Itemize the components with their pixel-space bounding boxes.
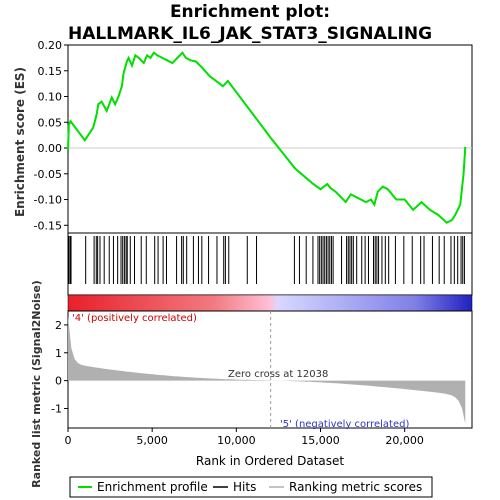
metric-y-axis: 2 1 0 -1 <box>51 319 68 416</box>
metric-y-tick-label: 0 <box>55 375 62 388</box>
metric-y-tick-label: 1 <box>55 347 62 360</box>
es-y-axis: 0.20 0.15 0.10 0.05 0.00 -0.05 -0.10 -0.15 <box>34 39 68 232</box>
zero-cross-label: Zero cross at 12038 <box>228 369 328 380</box>
metric-panel-frame <box>67 310 473 429</box>
legend-profile-label: Enrichment profile <box>97 480 208 494</box>
es-y-tick-label: 0.20 <box>38 39 63 52</box>
es-y-tick-label: 0.00 <box>38 142 63 155</box>
x-tick-label: 5,000 <box>136 434 168 447</box>
enrichment-profile-line <box>67 51 467 224</box>
chart-title-line1: Enrichment plot: <box>170 2 330 22</box>
x-tick-label: 15,000 <box>301 434 340 447</box>
x-tick-label: 10,000 <box>217 434 256 447</box>
x-axis-label: Rank in Ordered Dataset <box>196 454 344 468</box>
es-y-tick-label: 0.10 <box>38 91 63 104</box>
hits-markers <box>68 236 465 284</box>
es-y-tick-label: -0.15 <box>34 219 62 232</box>
x-tick-label: 20,000 <box>385 434 424 447</box>
legend-hits-label: Hits <box>233 480 256 494</box>
hits-panel-frame <box>67 232 473 296</box>
metric-y-axis-label: Ranked list metric (Signal2Noise) <box>30 280 43 488</box>
x-axis: 0 5,000 10,000 15,000 20,000 <box>65 428 424 447</box>
negative-label: '5' (negatively correlated) <box>280 419 409 430</box>
es-y-tick-label: 0.05 <box>38 116 63 129</box>
es-y-tick-label: 0.15 <box>38 65 63 78</box>
es-y-tick-label: -0.10 <box>34 194 62 207</box>
chart-title-line2: HALLMARK_IL6_JAK_STAT3_SIGNALING <box>68 24 432 44</box>
positive-label: '4' (positively correlated) <box>72 313 197 324</box>
es-panel-frame <box>67 44 473 234</box>
legend-metric-label: Ranking metric scores <box>289 480 422 494</box>
es-y-tick-label: -0.05 <box>34 168 62 181</box>
legend-box <box>69 476 433 498</box>
metric-y-tick-label: 2 <box>55 319 62 332</box>
metric-y-tick-label: -1 <box>51 403 62 416</box>
x-tick-label: 0 <box>65 434 72 447</box>
es-y-axis-label: Enrichment score (ES) <box>13 67 27 217</box>
rank-color-bar <box>67 294 473 312</box>
